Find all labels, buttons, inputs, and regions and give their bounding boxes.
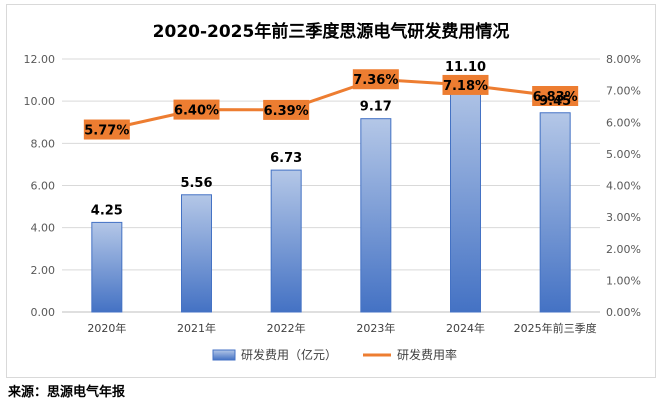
legend-line-label: 研发费用率 [397,347,457,362]
source-note: 来源：思源电气年报 [8,385,126,400]
y-left-tick-label: 4.00 [31,222,56,235]
bar [360,118,392,313]
y-right-tick-label: 3.00% [606,211,641,224]
chart-svg: 2020-2025年前三季度思源电气研发费用情况 0.00 2.00 4.00 6.0… [24,21,641,362]
y-right-tick-label: 1.00% [606,274,641,287]
rate-label-box [532,86,579,107]
rate-data-label: 6.39% [264,104,309,119]
y-right-tick-label: 6.00% [606,116,641,129]
bar-data-label: 6.73 [270,151,302,166]
rate-data-label: 5.77% [84,124,129,139]
x-tick-label: 2024年 [446,321,485,335]
y-right-tick-label: 5.00% [606,148,641,161]
y-left-tick-label: 0.00 [31,306,56,319]
bar-data-label: 9.17 [360,100,392,115]
rate-label-box [442,74,489,95]
bar-data-label: 11.10 [445,60,486,75]
rate-data-label: 6.40% [174,104,219,119]
bar-data-label: 5.56 [180,176,212,191]
bar [270,169,302,313]
y-right-tick-label: 0.00% [606,306,641,319]
legend-bar-swatch [212,349,236,361]
rate-label-box [352,69,399,90]
bar-data-label: 9.45 [539,94,571,109]
y-left-tick-label: 8.00 [31,137,56,150]
y-right-tick-label: 8.00% [606,53,641,66]
x-tick-label: 2023年 [356,321,395,335]
bar [450,77,481,313]
rate-data-label: 7.18% [443,79,488,94]
x-tick-label: 2021年 [177,321,216,335]
y-left-tick-label: 2.00 [31,264,56,277]
chart-frame: 2020-2025年前三季度思源电气研发费用情况 0.00 2.00 4.00 6.0… [6,4,656,378]
rate-data-label: 7.36% [353,73,398,88]
x-tick-label: 2020年 [87,321,126,335]
y-left-tick-label: 10.00 [24,95,56,108]
x-tick-label: 2022年 [267,321,306,335]
bar [91,221,123,313]
x-tick-label: 2025年前三季度 [514,321,597,335]
rate-label-box [83,119,130,140]
y-left-tick-label: 12.00 [24,53,56,66]
bar [181,194,212,313]
rate-label-box [263,99,310,120]
legend-bar-label: 研发费用（亿元） [241,347,337,362]
rate-data-label: 6.83% [533,90,578,105]
y-right-tick-label: 4.00% [606,180,641,193]
chart-title: 2020-2025年前三季度思源电气研发费用情况 [153,21,510,42]
y-right-tick-label: 2.00% [606,243,641,256]
bar-data-label: 4.25 [91,203,123,218]
y-left-tick-label: 6.00 [31,180,56,193]
rate-label-box [173,99,220,120]
bar [539,112,571,313]
y-right-tick-label: 7.00% [606,85,641,98]
